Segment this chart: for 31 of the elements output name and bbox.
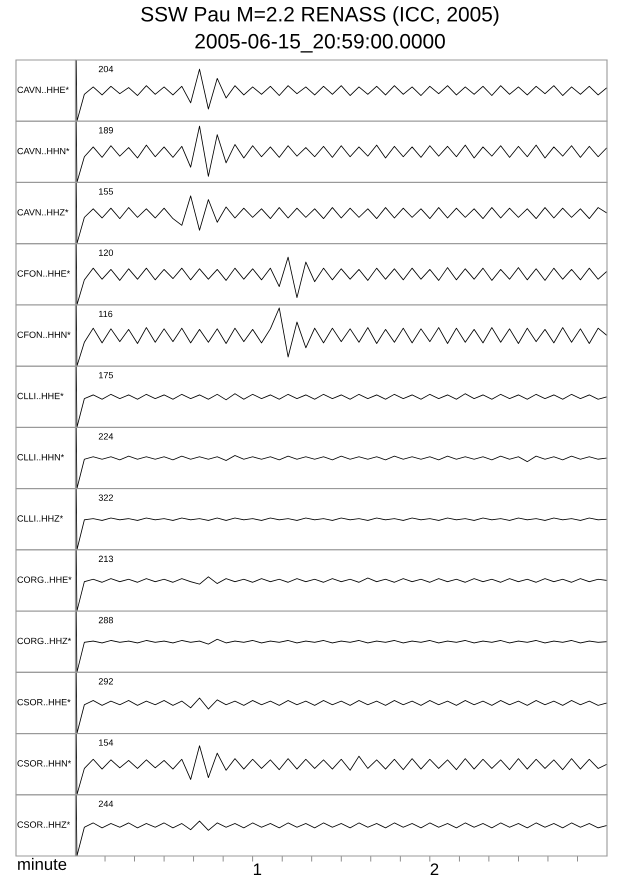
y-axis-title: CFON..HHN* bbox=[17, 332, 71, 338]
y-axis-title: CSOR..HHE* bbox=[17, 698, 71, 706]
annotation: 155 bbox=[99, 188, 114, 195]
y-axis-title: CFON..HHE* bbox=[17, 270, 70, 277]
y-axis-title: CLLI..HHE* bbox=[17, 392, 64, 400]
x-axis-title: minute bbox=[18, 858, 66, 870]
y-axis-title: CSOR..HHN* bbox=[17, 760, 72, 767]
annotation: 204 bbox=[98, 66, 114, 72]
y-axis-title: CORG..HHE* bbox=[17, 576, 72, 583]
y-axis-title: CAVN..HHN* bbox=[17, 148, 70, 154]
annotation: 154 bbox=[99, 739, 114, 746]
y-axis-title: CORG..HHZ* bbox=[17, 638, 72, 644]
annotation: 116 bbox=[99, 310, 112, 318]
chart-subtitle: 2005-06-15_20:59:00.0000 bbox=[195, 34, 445, 53]
annotation: 224 bbox=[98, 433, 114, 440]
y-axis-title: CLLI..HHZ* bbox=[17, 515, 64, 522]
y-axis-title: CLLI..HHN* bbox=[17, 454, 64, 460]
x-tick-label: 2 bbox=[430, 863, 438, 876]
annotation: 292 bbox=[98, 678, 113, 685]
x-tick-label: 1 bbox=[254, 864, 262, 876]
annotation: 175 bbox=[99, 372, 114, 378]
y-axis-title: CSOR..HHZ* bbox=[17, 821, 70, 828]
annotation: 244 bbox=[98, 800, 114, 807]
y-axis-title: CAVN..HHE* bbox=[17, 86, 69, 94]
annotation: 213 bbox=[98, 556, 114, 562]
annotation: 120 bbox=[99, 250, 114, 256]
annotation: 322 bbox=[98, 494, 113, 501]
annotation: 288 bbox=[98, 616, 114, 624]
y-axis-title: CAVN..HHZ* bbox=[17, 209, 68, 216]
chart-title: SSW Pau M=2.2 RENASS (ICC, 2005) bbox=[141, 6, 498, 26]
annotation: 189 bbox=[99, 127, 113, 134]
